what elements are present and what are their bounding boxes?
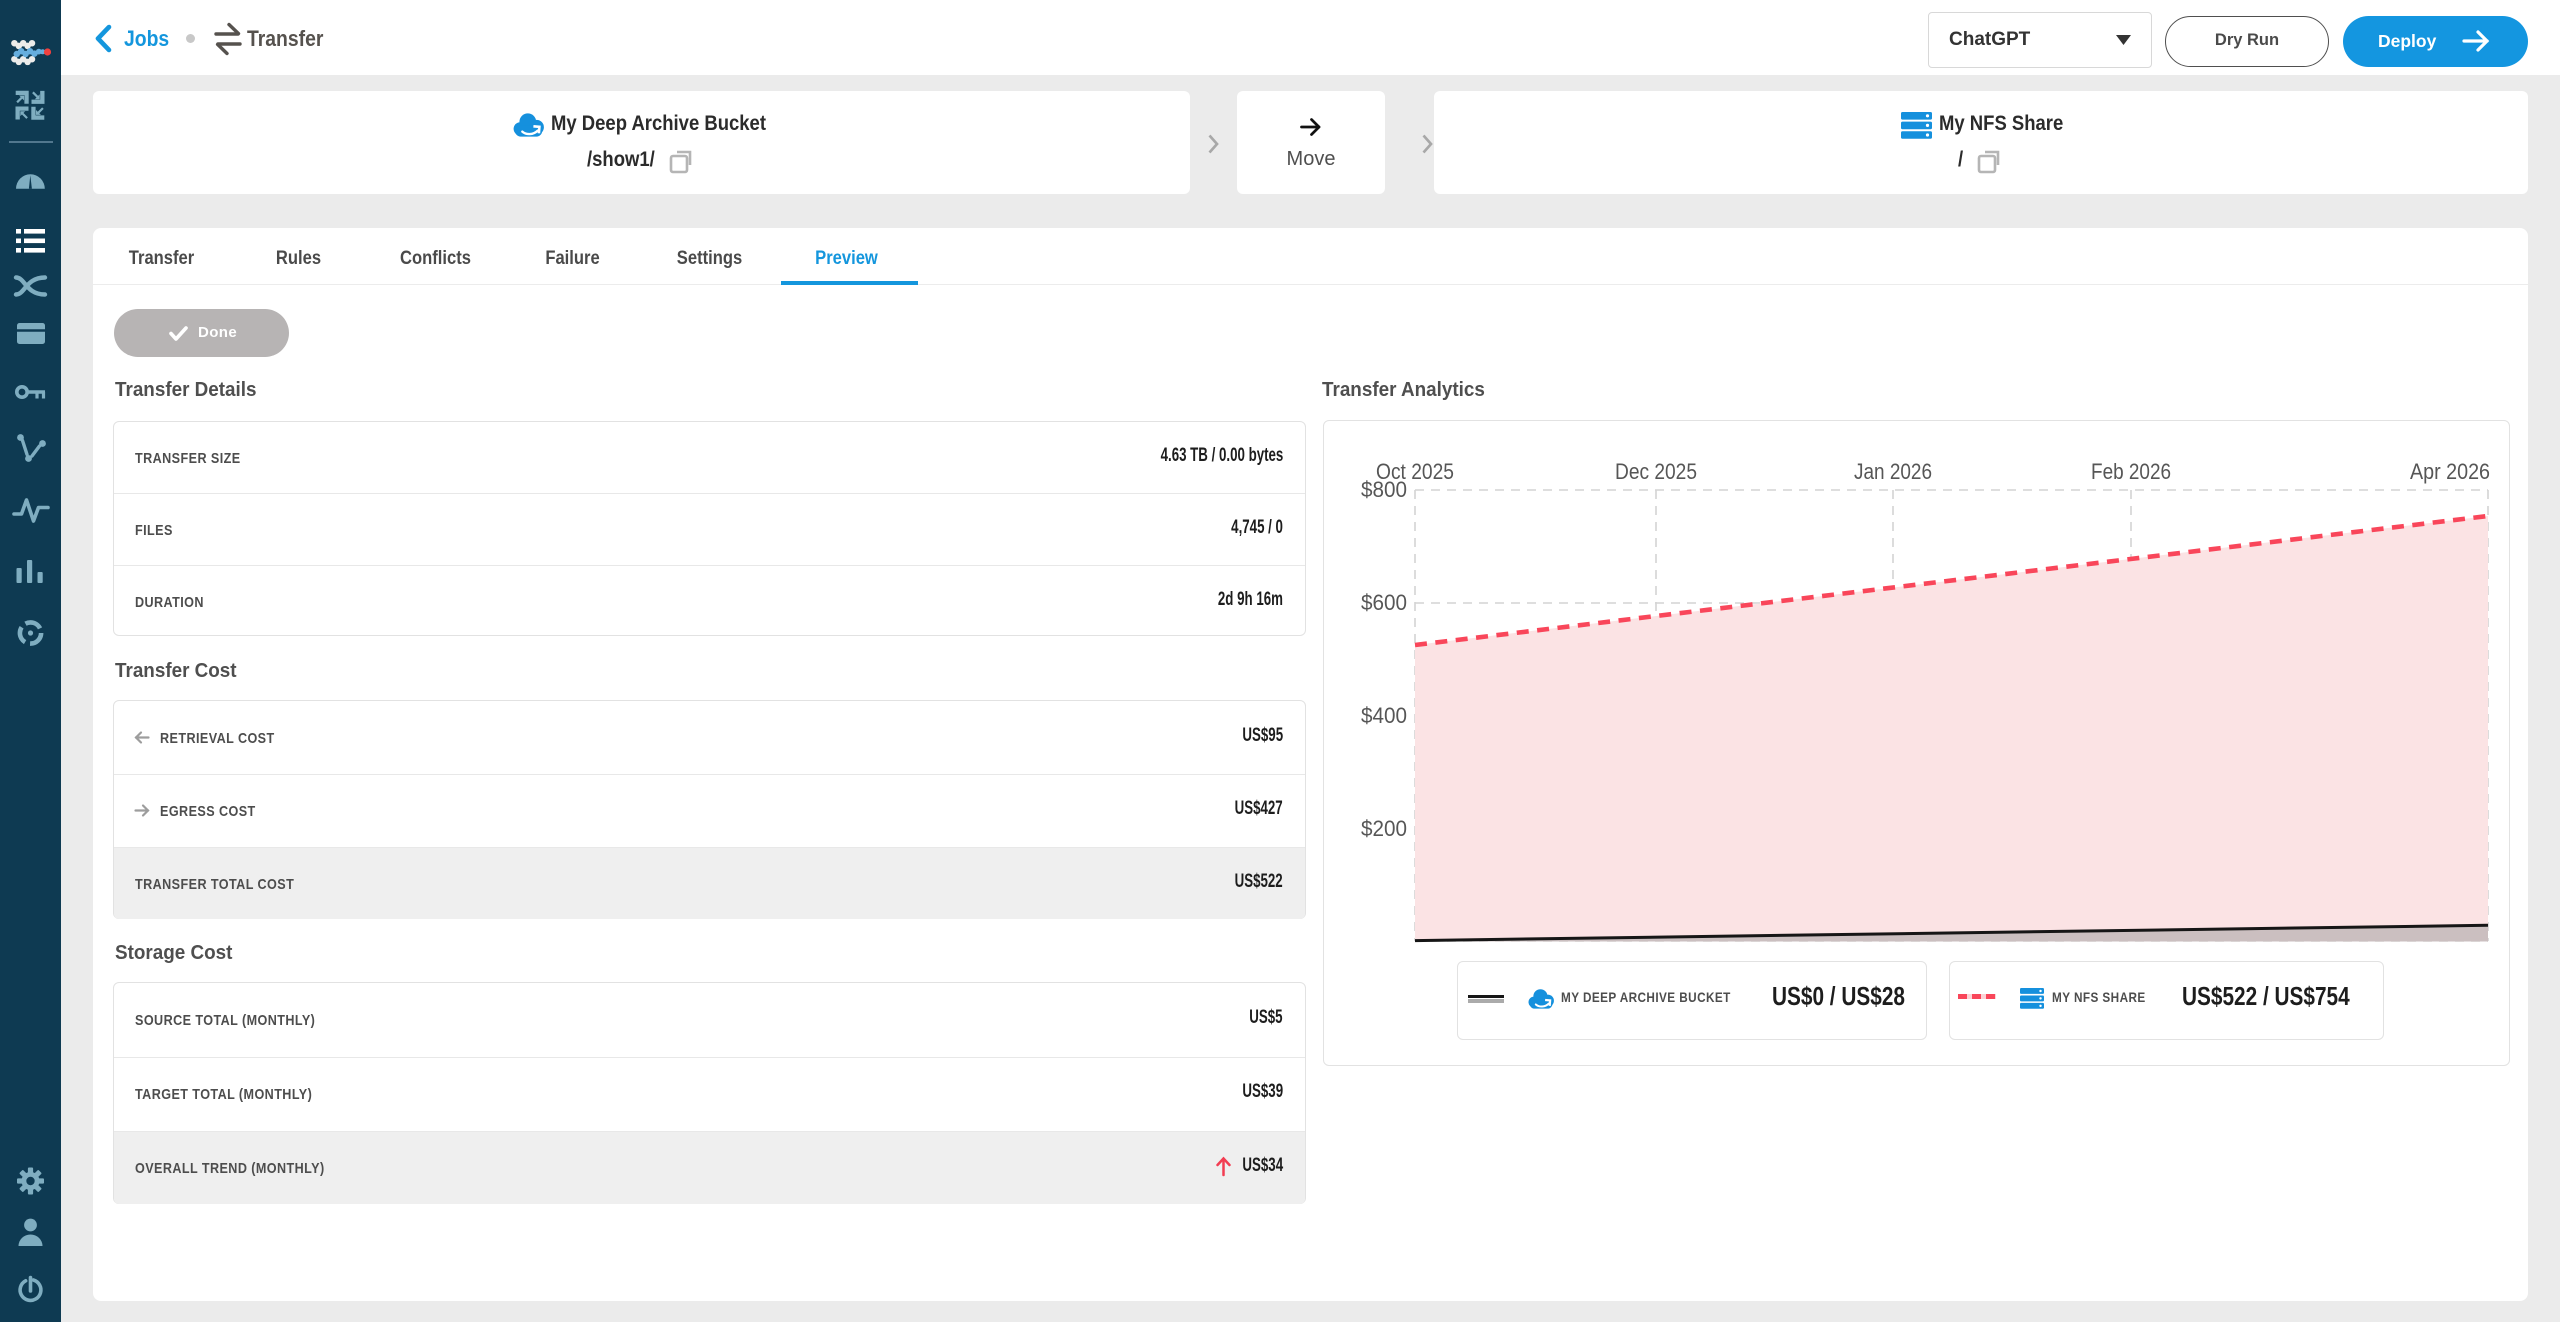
svg-text:Feb 2026: Feb 2026	[2091, 459, 2171, 484]
svg-text:Dec 2025: Dec 2025	[1615, 459, 1697, 484]
svg-text:Apr 2026: Apr 2026	[2410, 459, 2490, 484]
svg-text:Jan 2026: Jan 2026	[1854, 459, 1932, 484]
svg-text:Oct 2025: Oct 2025	[1376, 459, 1454, 484]
svg-text:$400: $400	[1361, 703, 1407, 728]
svg-text:$800: $800	[1361, 477, 1407, 502]
svg-text:$200: $200	[1361, 816, 1407, 841]
svg-text:$600: $600	[1361, 590, 1407, 615]
